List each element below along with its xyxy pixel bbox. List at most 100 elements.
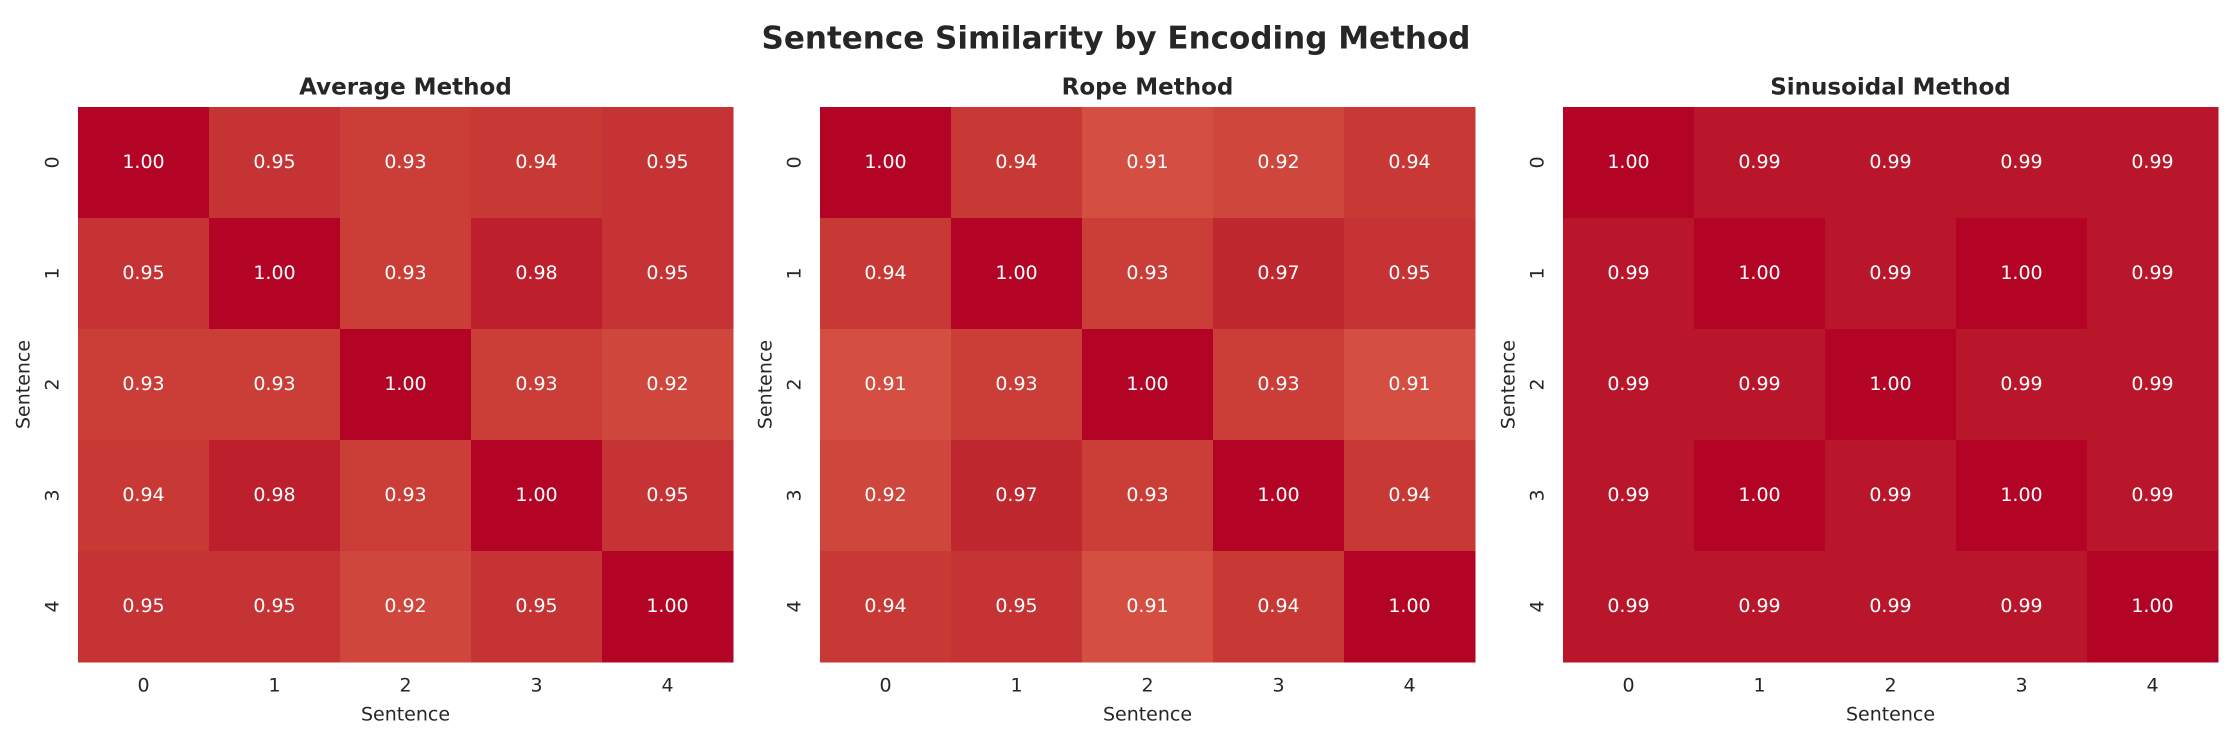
panel-title: Rope Method bbox=[1062, 75, 1234, 101]
cell-label: 1.00 bbox=[2000, 484, 2042, 506]
panel-title: Sinusoidal Method bbox=[1770, 75, 2011, 101]
heatmap-cell bbox=[2087, 107, 2219, 219]
heatmap-cell bbox=[471, 329, 603, 441]
y-tick-label: 2 bbox=[42, 378, 64, 390]
heatmap-cell bbox=[1082, 218, 1214, 330]
heatmap-cell bbox=[1082, 329, 1214, 441]
cell-label: 1.00 bbox=[1869, 373, 1911, 395]
heatmap-cell bbox=[1694, 551, 1826, 663]
x-tick-label: 1 bbox=[1010, 675, 1022, 697]
heatmap-cell bbox=[209, 218, 341, 330]
cell-label: 1.00 bbox=[384, 373, 426, 395]
cell-label: 0.99 bbox=[1607, 595, 1649, 617]
y-tick-label: 1 bbox=[1527, 267, 1549, 279]
cell-label: 0.94 bbox=[995, 151, 1037, 173]
heatmap-cell bbox=[1956, 218, 2088, 330]
cell-label: 0.95 bbox=[122, 262, 164, 284]
heatmap-cell bbox=[602, 329, 734, 441]
heatmap-cell bbox=[1213, 218, 1345, 330]
cell-label: 0.94 bbox=[1257, 595, 1299, 617]
figure-title: Sentence Similarity by Encoding Method bbox=[762, 21, 1471, 57]
heatmap-cell bbox=[1082, 551, 1214, 663]
cell-label: 0.99 bbox=[1607, 262, 1649, 284]
cell-label: 0.95 bbox=[253, 595, 295, 617]
heatmap-cell bbox=[1956, 107, 2088, 219]
y-tick-label: 2 bbox=[1527, 378, 1549, 390]
x-tick-label: 0 bbox=[137, 675, 149, 697]
cell-label: 0.94 bbox=[864, 595, 906, 617]
heatmap-panel: Rope Method 1.00 0.94 0.91 0.92 0.94 0.94 1.00 0… bbox=[755, 75, 1476, 726]
heatmap-cell bbox=[820, 329, 952, 441]
heatmap-cell bbox=[820, 218, 952, 330]
heatmap-cell bbox=[1825, 107, 1957, 219]
heatmap-cell bbox=[78, 329, 210, 441]
cell-label: 0.93 bbox=[122, 373, 164, 395]
heatmap-cell bbox=[209, 551, 341, 663]
heatmap-cell bbox=[340, 551, 472, 663]
heatmap-cell bbox=[209, 440, 341, 552]
cell-label: 0.99 bbox=[2131, 373, 2173, 395]
cell-label: 0.99 bbox=[1738, 373, 1780, 395]
cell-label: 0.94 bbox=[515, 151, 557, 173]
y-tick-label: 3 bbox=[42, 489, 64, 501]
y-tick-label: 0 bbox=[1527, 156, 1549, 168]
cell-label: 1.00 bbox=[1738, 484, 1780, 506]
heatmap-cell bbox=[951, 107, 1083, 219]
heatmap-cell bbox=[1344, 440, 1476, 552]
cell-label: 0.91 bbox=[1126, 151, 1168, 173]
cell-label: 1.00 bbox=[864, 151, 906, 173]
heatmap-cell bbox=[471, 440, 603, 552]
cell-label: 0.93 bbox=[1257, 373, 1299, 395]
y-tick-label: 3 bbox=[784, 489, 806, 501]
heatmap-cell bbox=[209, 329, 341, 441]
cell-label: 1.00 bbox=[2131, 595, 2173, 617]
x-tick-label: 1 bbox=[1753, 675, 1765, 697]
cell-label: 0.99 bbox=[1607, 484, 1649, 506]
heatmap-cell bbox=[602, 551, 734, 663]
cell-label: 0.98 bbox=[253, 484, 295, 506]
cell-label: 0.95 bbox=[995, 595, 1037, 617]
heatmap-panel: Sinusoidal Method 1.00 0.99 0.99 0.99 0.99 0.9… bbox=[1498, 75, 2219, 726]
cell-label: 0.93 bbox=[515, 373, 557, 395]
y-axis-label: Sentence bbox=[1498, 340, 1520, 429]
cell-label: 0.95 bbox=[515, 595, 557, 617]
heatmap-cell bbox=[1825, 440, 1957, 552]
cell-label: 0.92 bbox=[646, 373, 688, 395]
heatmap-cell bbox=[951, 218, 1083, 330]
heatmap-cell bbox=[209, 107, 341, 219]
cell-label: 0.93 bbox=[253, 373, 295, 395]
heatmap-cell bbox=[340, 107, 472, 219]
heatmap-cell bbox=[1344, 329, 1476, 441]
cell-label: 0.92 bbox=[384, 595, 426, 617]
heatmap-cell bbox=[820, 551, 952, 663]
y-tick-label: 4 bbox=[42, 600, 64, 612]
cell-label: 1.00 bbox=[515, 484, 557, 506]
x-axis-label: Sentence bbox=[361, 704, 450, 726]
cell-label: 0.98 bbox=[515, 262, 557, 284]
cell-label: 0.99 bbox=[1869, 151, 1911, 173]
cell-label: 1.00 bbox=[122, 151, 164, 173]
heatmap-cell bbox=[471, 107, 603, 219]
heatmap-cell bbox=[602, 440, 734, 552]
cell-label: 1.00 bbox=[1738, 262, 1780, 284]
y-tick-label: 4 bbox=[784, 600, 806, 612]
cell-label: 0.93 bbox=[995, 373, 1037, 395]
cell-label: 0.95 bbox=[1388, 262, 1430, 284]
heatmap-panel: Average Method 1.00 0.95 0.93 0.94 0.95 0.95 1.… bbox=[13, 75, 734, 726]
x-tick-label: 0 bbox=[879, 675, 891, 697]
cell-label: 1.00 bbox=[1126, 373, 1168, 395]
heatmap-cell bbox=[1082, 440, 1214, 552]
heatmap-cell bbox=[1563, 107, 1695, 219]
heatmap-cell bbox=[2087, 329, 2219, 441]
cell-label: 0.99 bbox=[2131, 484, 2173, 506]
cell-label: 0.99 bbox=[1869, 262, 1911, 284]
cell-label: 0.95 bbox=[646, 151, 688, 173]
heatmap-cell bbox=[1344, 551, 1476, 663]
cell-label: 0.99 bbox=[2000, 595, 2042, 617]
cell-label: 1.00 bbox=[2000, 262, 2042, 284]
cell-label: 1.00 bbox=[646, 595, 688, 617]
y-tick-label: 3 bbox=[1527, 489, 1549, 501]
heatmap-cell bbox=[340, 329, 472, 441]
heatmap-cell bbox=[1213, 107, 1345, 219]
